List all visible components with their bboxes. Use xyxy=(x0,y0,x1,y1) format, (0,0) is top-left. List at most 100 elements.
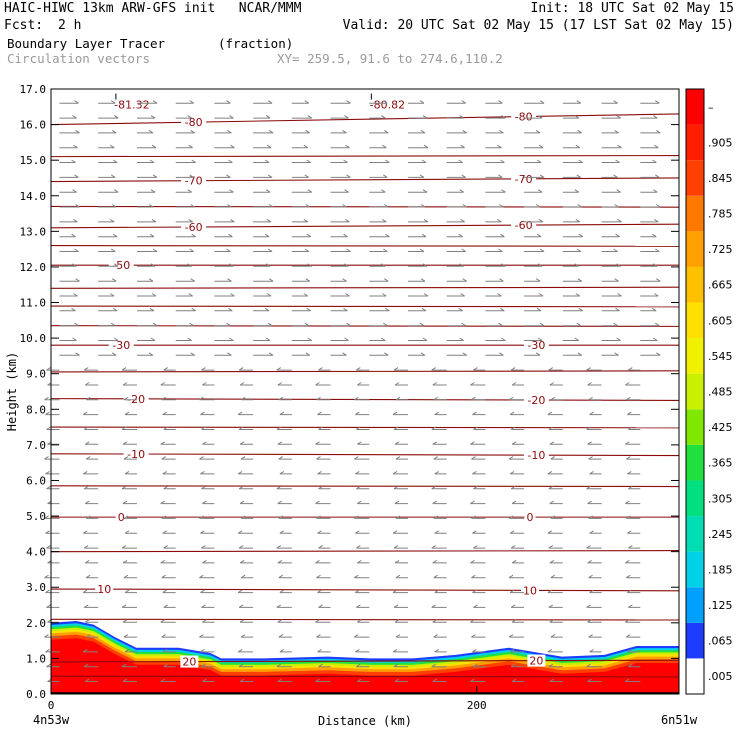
circulation-vector xyxy=(200,530,215,534)
circulation-vector xyxy=(510,545,525,549)
circulation-vector xyxy=(485,115,506,119)
colorbar-label-15: .905 xyxy=(708,136,733,149)
circulation-vector xyxy=(279,589,292,594)
circulation-vector xyxy=(627,411,641,416)
circulation-vector xyxy=(137,278,154,282)
circulation-vector xyxy=(160,619,176,623)
circulation-vector xyxy=(98,307,118,312)
circulation-vector xyxy=(98,189,119,193)
circulation-vector xyxy=(47,559,60,564)
circulation-vector xyxy=(214,278,232,282)
contour-label-0-1: 0 xyxy=(526,511,533,524)
circulation-vector xyxy=(524,100,545,104)
circulation-vector xyxy=(471,396,486,401)
circulation-vector xyxy=(317,411,331,416)
colorbar-label-14: .845 xyxy=(708,172,733,185)
circulation-vector xyxy=(511,678,525,682)
circulation-vector xyxy=(628,604,641,608)
circulation-vector xyxy=(239,678,254,682)
circulation-vector xyxy=(98,352,117,356)
circulation-vector xyxy=(547,589,563,594)
circulation-vector xyxy=(315,441,331,445)
circulation-vector xyxy=(47,441,60,445)
circulation-vector xyxy=(640,144,659,149)
y-axis-title: Height (km) xyxy=(5,352,19,431)
colorbar-swatch-8 xyxy=(686,373,704,410)
circulation-vector xyxy=(201,663,215,668)
circulation-vector xyxy=(485,293,502,297)
circulation-vector xyxy=(549,559,563,564)
circulation-vector xyxy=(473,604,486,608)
circulation-vector xyxy=(253,307,270,312)
circulation-vector xyxy=(202,559,215,564)
circulation-vector xyxy=(214,293,235,297)
contour-label-bg xyxy=(181,116,207,129)
circulation-vector xyxy=(562,204,583,208)
circulation-vector xyxy=(601,307,620,312)
y-tick-label-13.0: 13.0 xyxy=(20,225,47,238)
circulation-vector xyxy=(253,352,274,356)
circulation-vector xyxy=(432,678,447,682)
circulation-vector xyxy=(408,337,428,341)
circulation-vector xyxy=(277,619,292,623)
colorbar-swatch-11 xyxy=(686,266,704,303)
circulation-vector xyxy=(601,115,621,119)
circulation-vector xyxy=(214,189,234,193)
colorbar-swatch-1 xyxy=(686,622,704,659)
circulation-vector xyxy=(98,144,115,149)
circulation-vector xyxy=(408,115,428,119)
circulation-vector xyxy=(315,559,331,564)
circulation-vector xyxy=(470,559,486,564)
circulation-vector xyxy=(214,248,231,252)
circulation-vector xyxy=(433,456,447,460)
circulation-vector xyxy=(446,263,464,267)
circulation-vector xyxy=(549,619,563,623)
circulation-vector xyxy=(408,322,425,327)
circulation-vector xyxy=(137,307,155,312)
circulation-vector xyxy=(548,426,563,430)
circulation-vector xyxy=(626,456,641,460)
circulation-vector xyxy=(369,129,389,134)
circulation-vector xyxy=(45,470,60,475)
circulation-vector xyxy=(369,115,386,119)
circulation-vector xyxy=(357,678,370,682)
circulation-vector xyxy=(470,382,486,386)
circulation-vector xyxy=(626,396,641,401)
circulation-vector xyxy=(214,218,235,223)
circulation-vector xyxy=(485,278,504,282)
circulation-vector xyxy=(369,278,389,282)
circulation-vector xyxy=(278,634,292,638)
circulation-vector xyxy=(238,663,254,668)
circulation-vector xyxy=(524,218,544,223)
circulation-vector xyxy=(485,174,503,178)
circulation-vector xyxy=(626,574,641,579)
circulation-vector xyxy=(562,352,583,356)
circulation-vector xyxy=(508,456,525,460)
tracer-band-7 xyxy=(51,638,679,694)
circulation-vector xyxy=(59,129,80,134)
circulation-vector xyxy=(524,204,541,208)
circulation-vector xyxy=(547,411,563,416)
circulation-vector xyxy=(548,485,563,490)
circulation-vector xyxy=(510,426,525,430)
circulation-vector xyxy=(356,485,370,490)
circulation-vector xyxy=(291,322,310,327)
circulation-vector xyxy=(431,545,447,549)
circulation-vector xyxy=(98,174,116,178)
circulation-vector xyxy=(59,337,77,341)
circulation-vector xyxy=(122,559,137,564)
circulation-vector xyxy=(82,589,99,594)
circulation-vector xyxy=(85,634,99,638)
circulation-vector xyxy=(175,278,195,282)
circulation-vector xyxy=(59,218,78,223)
circulation-vector xyxy=(550,515,563,519)
circulation-vector xyxy=(393,485,408,490)
circulation-vector xyxy=(59,174,79,178)
contour-label-bg xyxy=(108,339,134,352)
circulation-vector xyxy=(98,248,116,252)
circulation-vector xyxy=(589,648,602,653)
minimum-label-1: -80.82 xyxy=(370,99,405,112)
circulation-vector xyxy=(356,663,370,668)
circulation-vector xyxy=(640,100,660,104)
temperature-contour-20 xyxy=(50,659,680,663)
